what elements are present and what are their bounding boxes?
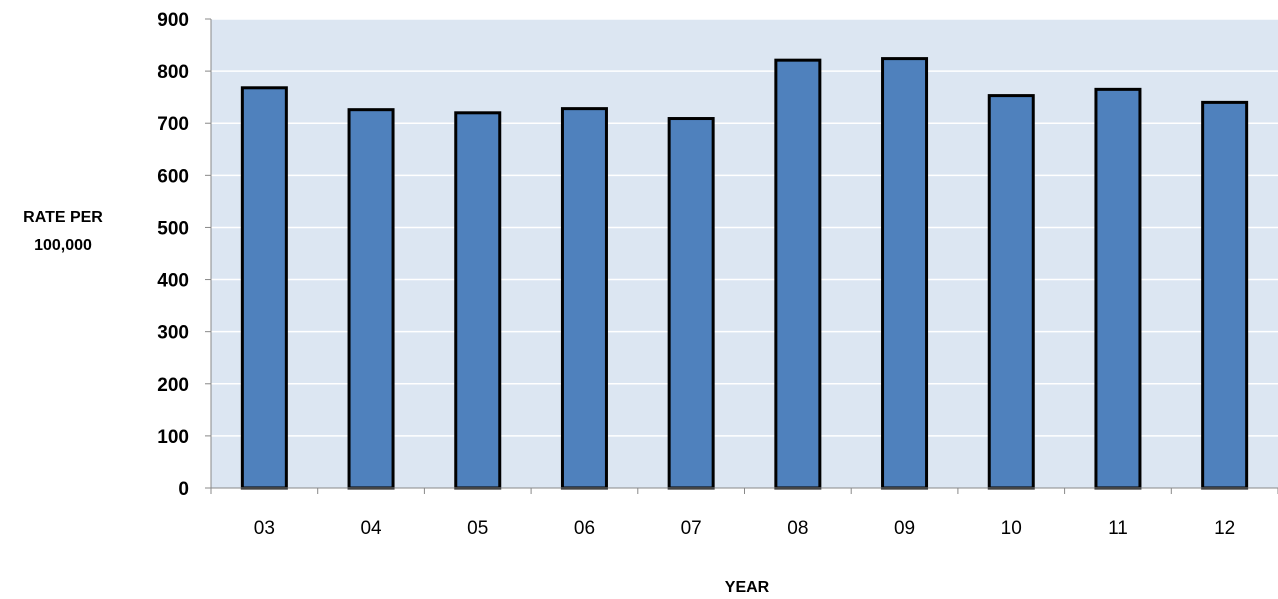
y-tick-label: 200 [157, 375, 189, 396]
axes [205, 18, 1278, 494]
y-tick-label: 600 [157, 166, 189, 187]
y-tick-label: 0 [178, 479, 189, 500]
bar-07 [667, 117, 715, 490]
y-tick-label: 700 [157, 114, 189, 135]
x-tick-label: 03 [254, 518, 275, 539]
y-tick-labels: 0 100 200 300 400 500 600 700 800 900 [157, 10, 189, 500]
y-tick-label: 900 [157, 10, 189, 31]
x-tick-label: 09 [894, 518, 915, 539]
y-tick-label: 500 [157, 218, 189, 239]
bar-06 [560, 107, 608, 490]
x-tick-label: 10 [1001, 518, 1022, 539]
x-tick-label: 07 [681, 518, 702, 539]
bar-08 [774, 58, 822, 490]
x-tick-label: 11 [1108, 518, 1128, 539]
bars [240, 57, 1249, 490]
y-tick-label: 800 [157, 62, 189, 83]
x-tick-label: 06 [574, 518, 595, 539]
y-axis-label-line-1: RATE PER [23, 209, 103, 226]
y-tick-label: 300 [157, 323, 189, 344]
x-tick-labels: 03 04 05 06 07 08 09 10 11 12 [254, 518, 1235, 539]
bar-10 [987, 94, 1035, 490]
y-tick-label: 100 [157, 427, 189, 448]
x-tick-label: 08 [787, 518, 808, 539]
x-tick-label: 12 [1214, 518, 1235, 539]
x-axis-label: YEAR [725, 579, 770, 596]
x-tick-label: 05 [467, 518, 488, 539]
bar-12 [1201, 100, 1249, 490]
x-tick-label: 04 [360, 518, 382, 539]
y-axis-label-line-2: 100,000 [34, 237, 92, 254]
y-tick-label: 400 [157, 271, 189, 292]
bar-03 [240, 86, 288, 490]
bar-11 [1094, 87, 1142, 490]
bar-09 [881, 57, 929, 490]
bar-05 [454, 111, 502, 490]
bar-04 [347, 108, 395, 490]
